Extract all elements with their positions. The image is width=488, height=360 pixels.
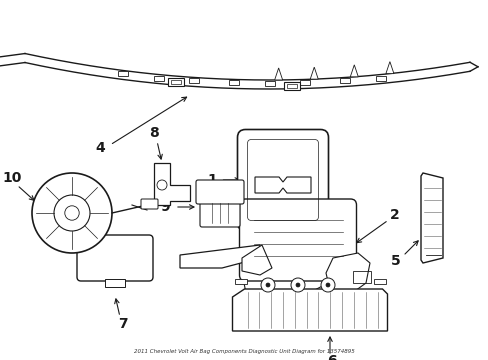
FancyBboxPatch shape [77, 235, 153, 281]
Bar [105, 279, 125, 287]
Circle shape [54, 195, 90, 231]
Bar [153, 76, 163, 81]
Bar [234, 279, 246, 284]
Bar [375, 76, 385, 81]
Bar [168, 78, 184, 86]
Bar [373, 279, 385, 284]
Polygon shape [349, 65, 358, 77]
Text: 8: 8 [149, 126, 159, 140]
Polygon shape [325, 253, 369, 296]
Bar [352, 271, 370, 283]
Bar [300, 80, 310, 85]
Text: 4: 4 [95, 141, 104, 155]
Text: 10: 10 [2, 171, 21, 185]
Bar [118, 72, 128, 76]
Text: 2: 2 [389, 208, 399, 222]
Bar [264, 81, 274, 86]
Polygon shape [385, 62, 393, 74]
Text: 5: 5 [390, 254, 400, 268]
Text: 11: 11 [238, 299, 257, 313]
Text: 9: 9 [160, 200, 169, 214]
Circle shape [320, 278, 334, 292]
Polygon shape [274, 68, 282, 80]
Polygon shape [232, 289, 386, 331]
Circle shape [325, 283, 329, 287]
Polygon shape [420, 173, 442, 263]
Bar [340, 78, 350, 84]
Circle shape [261, 278, 274, 292]
Polygon shape [154, 163, 190, 205]
Bar [171, 80, 181, 84]
FancyBboxPatch shape [200, 201, 240, 227]
Polygon shape [180, 245, 260, 268]
Text: 2011 Chevrolet Volt Air Bag Components Diagnostic Unit Diagram for 13574895: 2011 Chevrolet Volt Air Bag Components D… [133, 350, 354, 355]
Text: 3: 3 [289, 293, 299, 307]
Circle shape [295, 283, 299, 287]
Bar [286, 84, 296, 88]
Text: 7: 7 [118, 317, 127, 331]
FancyBboxPatch shape [249, 220, 315, 246]
FancyBboxPatch shape [237, 130, 328, 230]
Circle shape [65, 206, 79, 220]
Text: 1: 1 [207, 173, 217, 187]
Bar [189, 78, 199, 84]
Text: 6: 6 [326, 354, 336, 360]
Polygon shape [309, 67, 318, 79]
Circle shape [265, 283, 269, 287]
Circle shape [32, 173, 112, 253]
Polygon shape [242, 245, 271, 275]
Bar [284, 82, 299, 90]
FancyBboxPatch shape [239, 199, 356, 281]
Circle shape [290, 278, 305, 292]
Bar [229, 80, 239, 85]
FancyBboxPatch shape [196, 180, 244, 204]
FancyBboxPatch shape [141, 199, 158, 209]
